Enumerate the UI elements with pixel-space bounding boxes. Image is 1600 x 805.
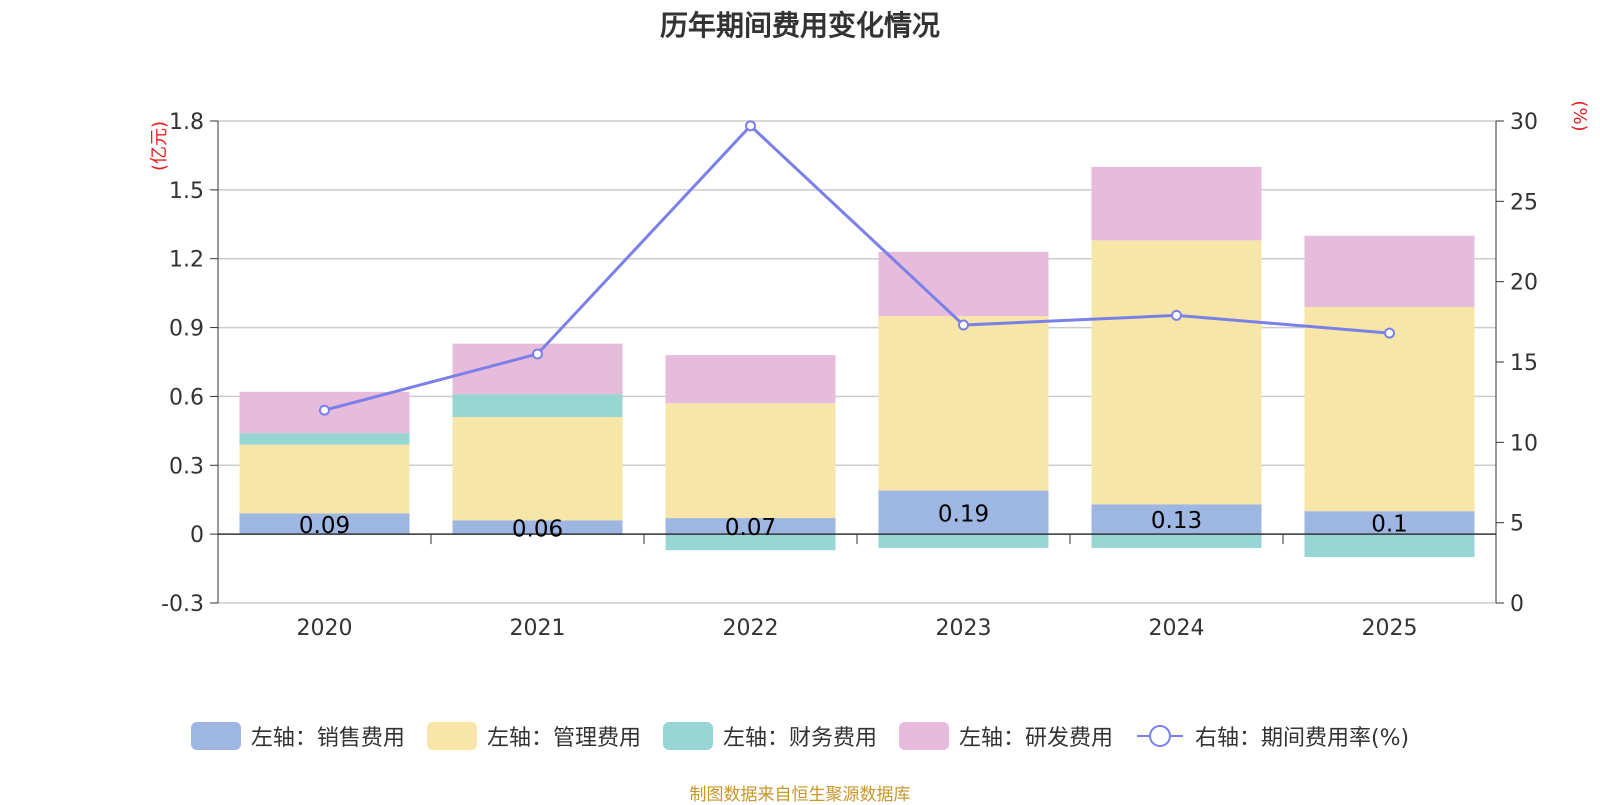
bar-admin [239,444,410,514]
bar-rnd [1304,235,1475,307]
legend-label-rnd: 左轴：研发费用 [958,726,1113,751]
category-label: 2020 [297,616,353,641]
left-tick-label: 1.5 [169,179,204,204]
left-tick-label: 0.9 [169,317,204,342]
sales-data-label: 0.09 [299,513,350,539]
legend-label-admin: 左轴：管理费用 [486,726,641,751]
legend-swatch-sales [190,722,241,750]
bar-admin [452,417,623,521]
expense-rate-point [319,404,330,416]
bar-admin [665,403,836,519]
legend-label-sales: 左轴：销售费用 [250,726,405,751]
bar-sales [1091,504,1262,535]
left-axis-unit-label: (亿元) [149,121,170,171]
category-label: 2021 [510,616,566,641]
bar-rnd [665,355,836,404]
bar-finance [239,433,410,445]
legend-line-rate-icon [1136,725,1183,747]
expense-rate-point [532,348,543,360]
expense-rate-point [1384,327,1395,339]
expense-rate-point [745,120,756,132]
bar-finance [452,394,623,418]
chart-canvas: -0.300.30.60.91.21.51.8051015202530(亿元)(… [149,100,1590,641]
source-note: 制图数据来自恒生聚源数据库 [689,785,911,805]
bar-finance [665,534,836,551]
bar-sales [239,513,410,535]
left-tick-label: 0.6 [169,385,204,410]
right-tick-label: 25 [1510,190,1538,215]
right-tick-label: 20 [1510,271,1538,296]
bar-sales [665,518,836,535]
expense-rate-point [1171,309,1182,321]
legend-item-finance[interactable]: 左轴：财务费用 [662,720,877,752]
legend: 左轴：销售费用 左轴：管理费用 左轴：财务费用 左轴：研发费用 右轴：期间费用率… [0,720,1600,752]
right-tick-label: 15 [1510,351,1538,376]
bar-rnd [1091,166,1262,241]
category-label: 2023 [936,616,992,641]
bar-finance [1091,534,1262,548]
legend-swatch-admin [426,722,477,750]
bar-admin [878,316,1049,491]
right-tick-label: 30 [1510,110,1538,135]
bar-rnd [878,251,1049,317]
left-tick-label: 0 [190,523,204,548]
bar-finance [878,534,1049,548]
category-label: 2025 [1362,616,1418,641]
right-tick-label: 10 [1510,431,1538,456]
category-label: 2024 [1149,616,1205,641]
legend-label-finance: 左轴：财务费用 [722,726,877,751]
right-axis-unit-label: (%) [1569,100,1590,131]
expense-rate-line [324,123,1390,412]
legend-item-rnd[interactable]: 左轴：研发费用 [898,720,1113,752]
sales-data-label: 0.13 [1151,508,1202,534]
legend-item-rate[interactable]: 右轴：期间费用率(%) [1135,720,1409,752]
bar-sales [878,490,1049,535]
bar-sales [452,520,623,535]
bar-admin [1304,306,1475,512]
legend-swatch-finance [662,722,713,750]
sales-data-label: 0.1 [1371,512,1408,538]
expense-rate-point [958,319,969,331]
legend-swatch-rnd [898,722,949,750]
sales-data-label: 0.07 [725,515,776,541]
chart-title: 历年期间费用变化情况 [659,9,940,42]
legend-item-sales[interactable]: 左轴：销售费用 [190,720,405,752]
legend-label-rate: 右轴：期间费用率(%) [1194,726,1410,751]
left-tick-label: 0.3 [169,454,204,479]
left-tick-label: 1.2 [169,248,204,273]
left-tick-label: 1.8 [169,110,204,135]
right-tick-label: 0 [1510,592,1524,617]
sales-data-label: 0.19 [938,501,989,527]
legend-item-admin[interactable]: 左轴：管理费用 [426,720,641,752]
bar-finance [1304,534,1475,558]
category-label: 2022 [723,616,779,641]
bar-sales [1304,511,1475,535]
left-tick-label: -0.3 [161,592,204,617]
sales-data-label: 0.06 [512,516,563,542]
right-tick-label: 5 [1510,512,1524,537]
bar-admin [1091,240,1262,505]
